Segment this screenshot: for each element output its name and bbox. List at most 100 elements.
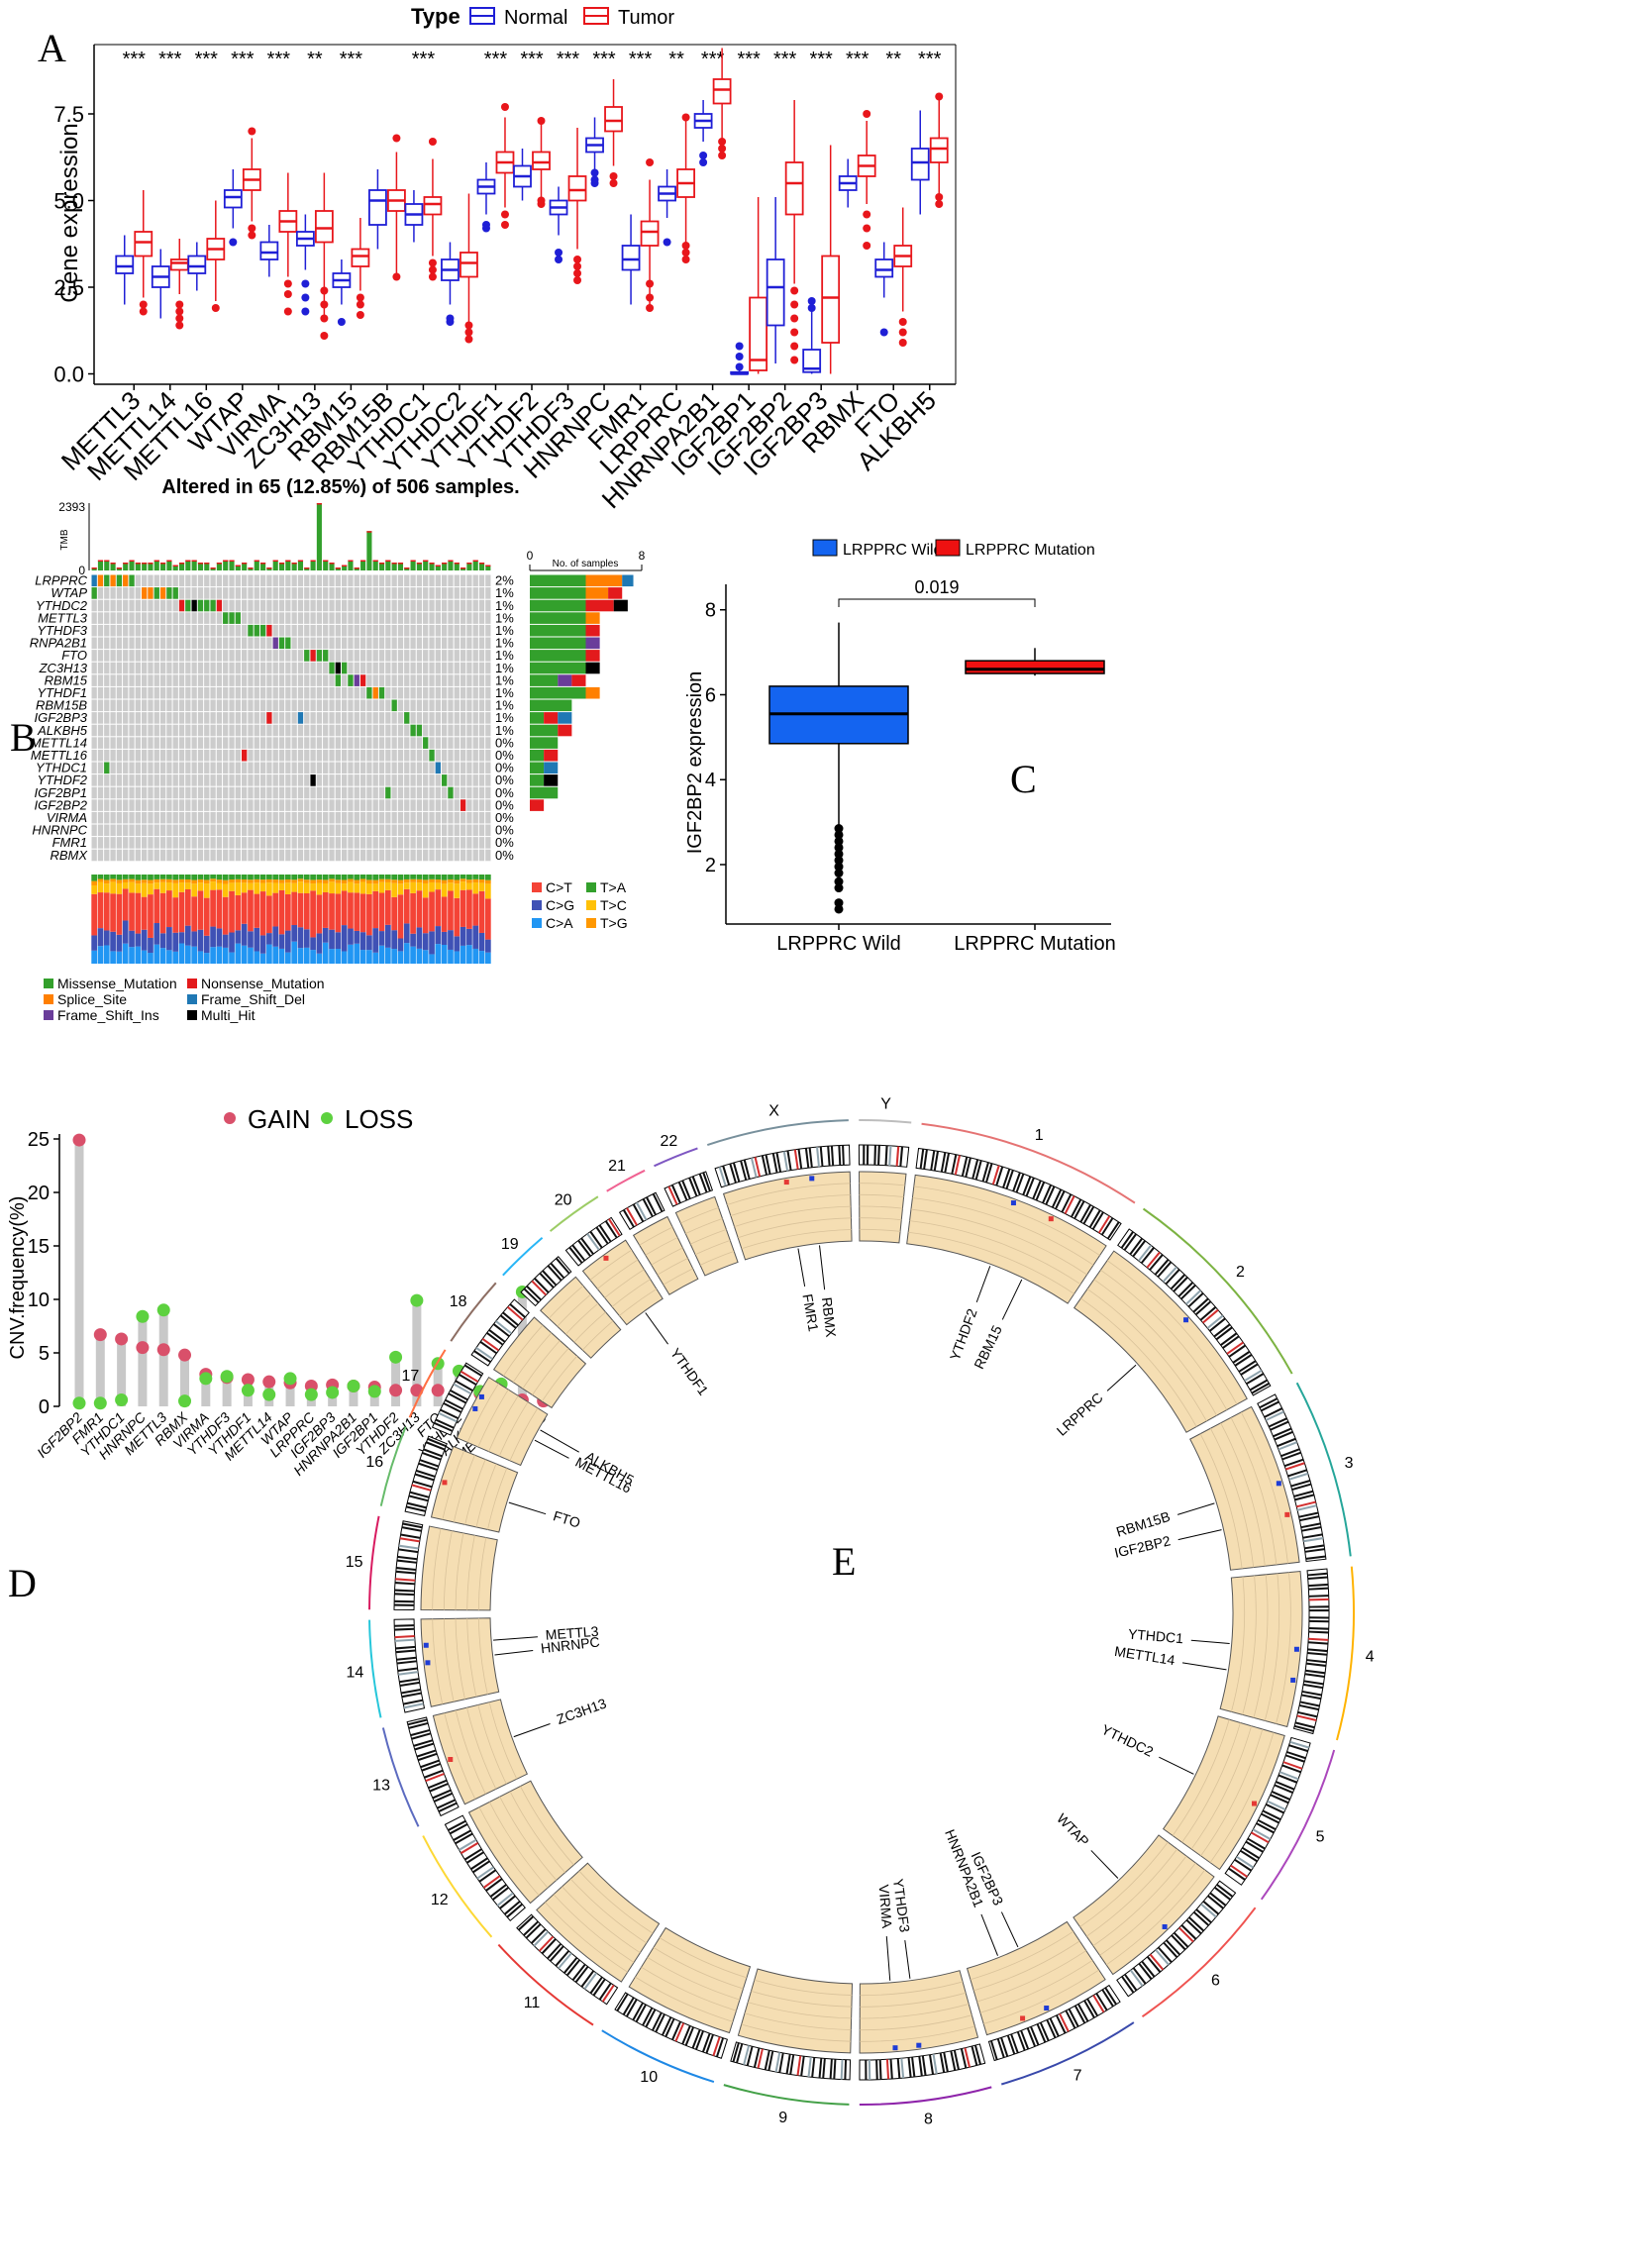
mutation-cell-missense xyxy=(229,612,235,624)
oncoplot-cell xyxy=(342,599,348,612)
oncoplot-cell xyxy=(316,837,323,849)
oncoplot-cell xyxy=(248,811,254,824)
ideogram-band xyxy=(1141,1960,1156,1978)
oncoplot-cell xyxy=(210,612,216,624)
oncoplot-cell xyxy=(378,637,385,650)
tmb-bar-cap xyxy=(266,567,272,569)
titv-bar-segment xyxy=(178,875,185,879)
cnv-track-gridline xyxy=(1231,1576,1246,1712)
ideogram-band xyxy=(878,2059,882,2080)
oncoplot-cell xyxy=(259,612,266,624)
outlier-point xyxy=(573,262,582,270)
titv-bar-segment xyxy=(441,879,448,884)
oncoplot-cell xyxy=(135,799,141,811)
oncoplot-cell xyxy=(104,811,110,824)
tmb-bar-cap xyxy=(466,563,472,565)
box-normal xyxy=(187,255,207,274)
oncoplot-cell xyxy=(478,786,485,799)
titv-bar-segment xyxy=(122,882,129,889)
mutation-cell-missense xyxy=(129,574,135,587)
ideogram-band xyxy=(1120,1231,1134,1249)
oncoplot-cell xyxy=(416,599,423,612)
titv-bar-segment xyxy=(472,882,479,894)
tmb-bar-cap xyxy=(278,563,285,565)
oncoplot-cell xyxy=(129,686,135,699)
oncoplot-cell xyxy=(378,699,385,712)
titv-bar-segment xyxy=(310,950,316,964)
oncoplot-cell xyxy=(166,674,172,686)
oncoplot-cell xyxy=(423,587,429,599)
ideogram-band xyxy=(1267,1800,1286,1811)
significance-label: *** xyxy=(592,49,616,70)
oncoplot-cell xyxy=(348,724,354,737)
ideogram-band xyxy=(550,1262,565,1280)
oncoplot-cell xyxy=(104,737,110,749)
outlier-point xyxy=(834,869,844,878)
cnv-track-gridline xyxy=(466,1618,477,1698)
oncoplot-cell xyxy=(291,811,297,824)
box-tumor xyxy=(640,220,660,247)
ideogram-band xyxy=(1305,1555,1326,1560)
titv-bar-segment xyxy=(203,953,210,964)
chromosome-label: 3 xyxy=(1345,1455,1354,1472)
oncoplot-cell xyxy=(216,587,223,599)
oncoplot-cell xyxy=(223,749,229,762)
titv-bar-segment xyxy=(372,928,379,953)
oncoplot-cell xyxy=(159,737,166,749)
cnv-track-gridline xyxy=(983,1969,1099,2024)
oncoplot-cell xyxy=(397,612,404,624)
ideogram-band xyxy=(1146,1251,1161,1269)
titv-bar-segment xyxy=(366,875,372,880)
outlier-point xyxy=(139,307,148,316)
titv-bar-segment xyxy=(222,934,229,948)
mutation-cell-missense xyxy=(204,599,210,612)
ideogram-band xyxy=(1178,1926,1194,1943)
ideogram-band xyxy=(819,1146,824,1167)
oncoplot-cell xyxy=(178,724,185,737)
oncoplot-cell xyxy=(91,749,97,762)
cnv-track-gridline xyxy=(488,1802,549,1889)
oncoplot-cell xyxy=(248,599,254,612)
ideogram-band xyxy=(757,2048,764,2069)
oncoplot-cell xyxy=(372,612,378,624)
titv-bar-segment xyxy=(203,879,210,884)
ideogram-band xyxy=(472,1860,490,1874)
titv-bar-segment xyxy=(284,930,291,953)
oncoplot-cell xyxy=(272,650,278,662)
ideogram-band xyxy=(394,1582,415,1586)
oncoplot-cell xyxy=(159,849,166,862)
oncoplot-cell xyxy=(429,774,435,786)
oncoplot-cell xyxy=(478,637,485,650)
oncoplot-cell xyxy=(359,837,366,849)
oncoplot-cell xyxy=(354,712,359,724)
ideogram-band xyxy=(558,1952,572,1970)
oncoplot-cell xyxy=(366,774,372,786)
oncoplot-cell xyxy=(435,574,441,587)
oncoplot-cell xyxy=(129,837,135,849)
ideogram-band xyxy=(396,1660,417,1665)
ideogram-band xyxy=(1308,1619,1329,1623)
oncoplot-cell xyxy=(123,811,129,824)
ideogram-band xyxy=(985,1163,993,1184)
alteration-percent: 1% xyxy=(495,698,514,713)
oncoplot-cell xyxy=(385,699,391,712)
titv-bar-segment xyxy=(184,925,191,946)
ideogram-band xyxy=(918,2056,923,2077)
gene-label-connector xyxy=(1176,1502,1215,1515)
ideogram-band xyxy=(632,2002,644,2021)
ideogram-band xyxy=(1086,1998,1099,2016)
oncoplot-cell xyxy=(435,786,441,799)
ideogram-band xyxy=(896,2058,901,2079)
oncoplot-cell xyxy=(129,624,135,637)
oncoplot-cell xyxy=(304,587,310,599)
oncoplot-cell xyxy=(404,724,410,737)
oncoplot-cell xyxy=(278,599,285,612)
cnv-track-gridline xyxy=(694,1240,731,1256)
tmb-bar-cap xyxy=(104,560,110,562)
titv-bar-segment xyxy=(335,932,342,949)
tmb-bar-cap xyxy=(385,560,391,562)
titv-bar-segment xyxy=(460,926,466,946)
box-tumor xyxy=(749,296,768,371)
loss-point xyxy=(283,1372,297,1386)
oncoplot-cell xyxy=(197,587,204,599)
